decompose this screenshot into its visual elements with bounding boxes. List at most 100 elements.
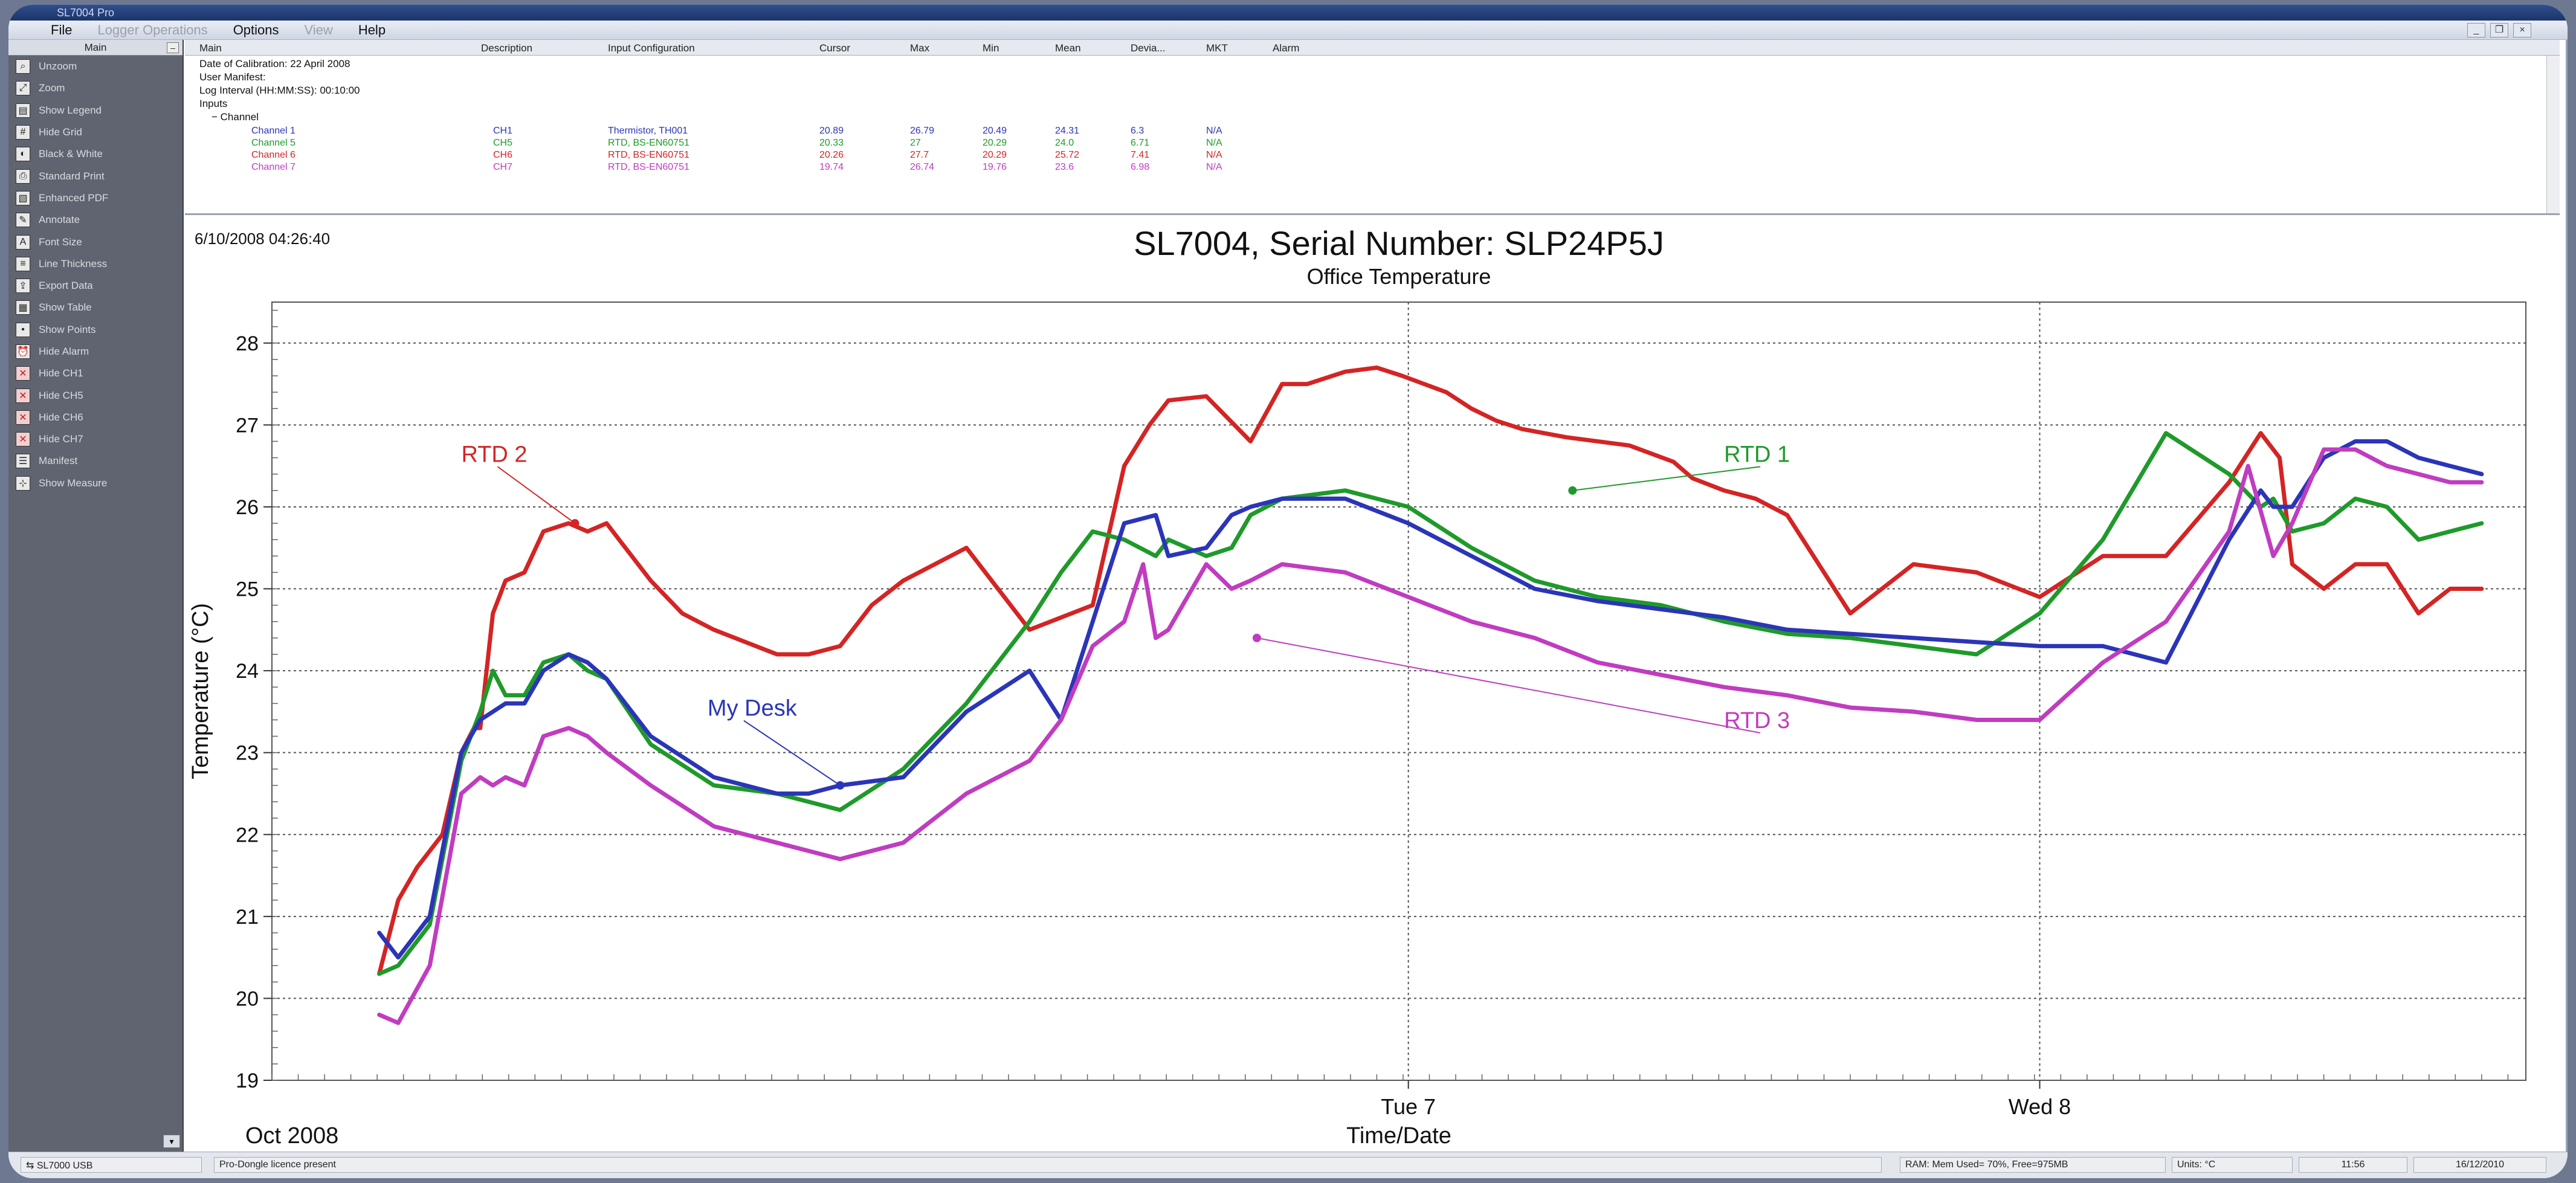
column-header-main[interactable]: Main <box>199 42 222 54</box>
annotation-label-rtd-3: RTD 3 <box>1724 708 1790 733</box>
tool-show-legend[interactable]: ▤ Show Legend <box>8 100 182 121</box>
tool-enhanced-pdf[interactable]: ▧ Enhanced PDF <box>8 187 182 209</box>
tool-zoom[interactable]: ⤢ Zoom <box>8 77 182 99</box>
close-icon[interactable]: × <box>2513 23 2531 37</box>
legend-icon: ▤ <box>16 103 30 118</box>
series-line-rtd-2[interactable] <box>377 366 2484 976</box>
menu-file[interactable]: File <box>51 22 73 37</box>
cell-desc: CH7 <box>493 162 513 172</box>
minimize-icon[interactable]: _ <box>2467 23 2485 37</box>
tool-label: Enhanced PDF <box>39 192 109 204</box>
cell-name: Channel 6 <box>251 150 295 160</box>
tool-label: Show Table <box>39 301 92 314</box>
y-tick-label: 23 <box>236 742 259 765</box>
channel-group-label: Channel <box>220 111 259 123</box>
cell-min: 20.49 <box>983 126 1007 136</box>
annotation-marker <box>1568 486 1577 495</box>
tool-hide-ch7[interactable]: ✕ Hide CH7 <box>8 428 182 450</box>
manifest-row[interactable]: Channel 5 CH5 RTD, BS-EN60751 20.33 27 20.29 2… <box>185 138 2560 150</box>
manifest-info-line: Log Interval (HH:MM:SS): 00:10:00 <box>199 85 360 96</box>
manifest-row[interactable]: Channel 1 CH1 Thermistor, TH001 20.89 26.79 2… <box>185 126 2560 138</box>
tool-show-table[interactable]: ▦ Show Table <box>8 297 182 318</box>
tool-font-size[interactable]: A Font Size <box>8 231 182 253</box>
menu-help[interactable]: Help <box>358 22 386 37</box>
cell-config: RTD, BS-EN60751 <box>608 138 689 148</box>
tool-black-white[interactable]: ◐ Black & White <box>8 143 182 165</box>
tool-label: Hide CH7 <box>39 433 83 445</box>
series-line-rtd-1[interactable] <box>377 431 2484 976</box>
tool-export-data[interactable]: ⇪ Export Data <box>8 275 182 297</box>
menu-view[interactable]: View <box>304 22 333 37</box>
status-licence: Pro-Dongle licence present <box>214 1157 1882 1173</box>
column-header-max[interactable]: Max <box>910 42 930 54</box>
tool-label: Unzoom <box>39 60 77 73</box>
cell-dev: 6.71 <box>1131 138 1150 148</box>
tool-manifest[interactable]: ☰ Manifest <box>8 450 182 472</box>
tool-label: Zoom <box>39 82 65 94</box>
magnifier-icon: ⌕ <box>16 59 30 74</box>
menu-logger-operations[interactable]: Logger Operations <box>97 22 208 37</box>
pdf-icon: ▧ <box>16 190 30 205</box>
channel-group[interactable]: − Channel <box>211 111 259 123</box>
tool-hide-grid[interactable]: # Hide Grid <box>8 121 182 143</box>
hide-channel-icon: ✕ <box>16 432 30 447</box>
toolbar-header-label: Main <box>84 41 107 53</box>
manifest-scrollbar[interactable] <box>2546 56 2560 213</box>
tool-show-measure[interactable]: ⊹ Show Measure <box>8 472 182 494</box>
y-tick-label: 22 <box>236 824 259 846</box>
tool-show-points[interactable]: • Show Points <box>8 319 182 341</box>
tool-standard-print[interactable]: ⎙ Standard Print <box>8 165 182 187</box>
cell-mean: 23.6 <box>1055 162 1074 172</box>
tool-hide-alarm[interactable]: ⏰ Hide Alarm <box>8 341 182 363</box>
annotation-label-my-desk: My Desk <box>708 696 798 721</box>
column-header-mean[interactable]: Mean <box>1055 42 1081 54</box>
tool-unzoom[interactable]: ⌕ Unzoom <box>8 56 182 77</box>
column-header-mkt[interactable]: MKT <box>1206 42 1228 54</box>
restore-icon[interactable]: ❐ <box>2490 23 2508 37</box>
menu-options[interactable]: Options <box>233 22 279 37</box>
measure-icon: ⊹ <box>16 475 30 491</box>
plot-frame <box>271 301 2526 1081</box>
column-header-min[interactable]: Min <box>983 42 999 54</box>
export-icon: ⇪ <box>16 279 30 294</box>
tool-line-thickness[interactable]: ≡ Line Thickness <box>8 253 182 275</box>
tool-annotate[interactable]: ✎ Annotate <box>8 209 182 231</box>
points-icon: • <box>16 322 30 337</box>
annotation-marker <box>570 519 579 528</box>
column-header-devia[interactable]: Devia... <box>1131 42 1166 54</box>
status-memory: RAM: Mem Used= 70%, Free=975MB <box>1900 1157 2166 1173</box>
tool-hide-ch1[interactable]: ✕ Hide CH1 <box>8 363 182 384</box>
tool-label: Hide CH5 <box>39 389 83 401</box>
series-line-rtd-3[interactable] <box>377 447 2484 1025</box>
status-bar: ⇆ SL7000 USB Pro-Dongle licence present … <box>8 1152 2568 1178</box>
column-header-alarm[interactable]: Alarm <box>1273 42 1300 54</box>
column-header-cursor[interactable]: Cursor <box>819 42 851 54</box>
manifest-row[interactable]: Channel 6 CH6 RTD, BS-EN60751 20.26 27.7 20.2… <box>185 150 2560 162</box>
manifest-row[interactable]: Channel 7 CH7 RTD, BS-EN60751 19.74 26.74 19.… <box>185 162 2560 174</box>
toolbar-panel: Main – ⌕ Unzoom ⤢ Zoom ▤ Show Legend # Hide Gri… <box>8 40 184 1152</box>
scroll-down-icon[interactable]: ▾ <box>163 1135 180 1148</box>
y-tick-label: 20 <box>236 987 259 1010</box>
menu-bar: File Logger Operations Options View Help <box>8 21 2568 40</box>
expand-icon[interactable]: − <box>211 111 221 123</box>
tool-hide-ch5[interactable]: ✕ Hide CH5 <box>8 384 182 406</box>
tool-label: Line Thickness <box>39 257 108 269</box>
annotation-label-rtd-1: RTD 1 <box>1724 442 1790 467</box>
x-axis-label: Time/Date <box>1346 1123 1451 1149</box>
hide-channel-icon: ✕ <box>16 366 30 381</box>
manifest-panel: Main Description Input Configuration Cursor… <box>185 40 2560 215</box>
cell-dev: 6.3 <box>1131 126 1144 136</box>
cell-cursor: 20.26 <box>819 150 844 160</box>
temperature-chart[interactable]: 19 20 21 22 23 24 25 26 27 28 Tue 7 Wed 8 RTD 2 RTD 1… <box>185 216 2560 1152</box>
tool-label: Standard Print <box>39 170 105 182</box>
cell-max: 26.74 <box>910 162 935 172</box>
annotation-marker <box>836 781 845 790</box>
column-header-input-configuration[interactable]: Input Configuration <box>608 42 695 54</box>
grid-icon: # <box>16 125 30 140</box>
column-header-description[interactable]: Description <box>481 42 533 54</box>
cell-desc: CH6 <box>493 150 513 160</box>
hide-channel-icon: ✕ <box>16 388 30 403</box>
tool-hide-ch6[interactable]: ✕ Hide CH6 <box>8 407 182 428</box>
series-line-my-desk[interactable] <box>377 439 2484 960</box>
collapse-icon[interactable]: – <box>167 42 179 53</box>
